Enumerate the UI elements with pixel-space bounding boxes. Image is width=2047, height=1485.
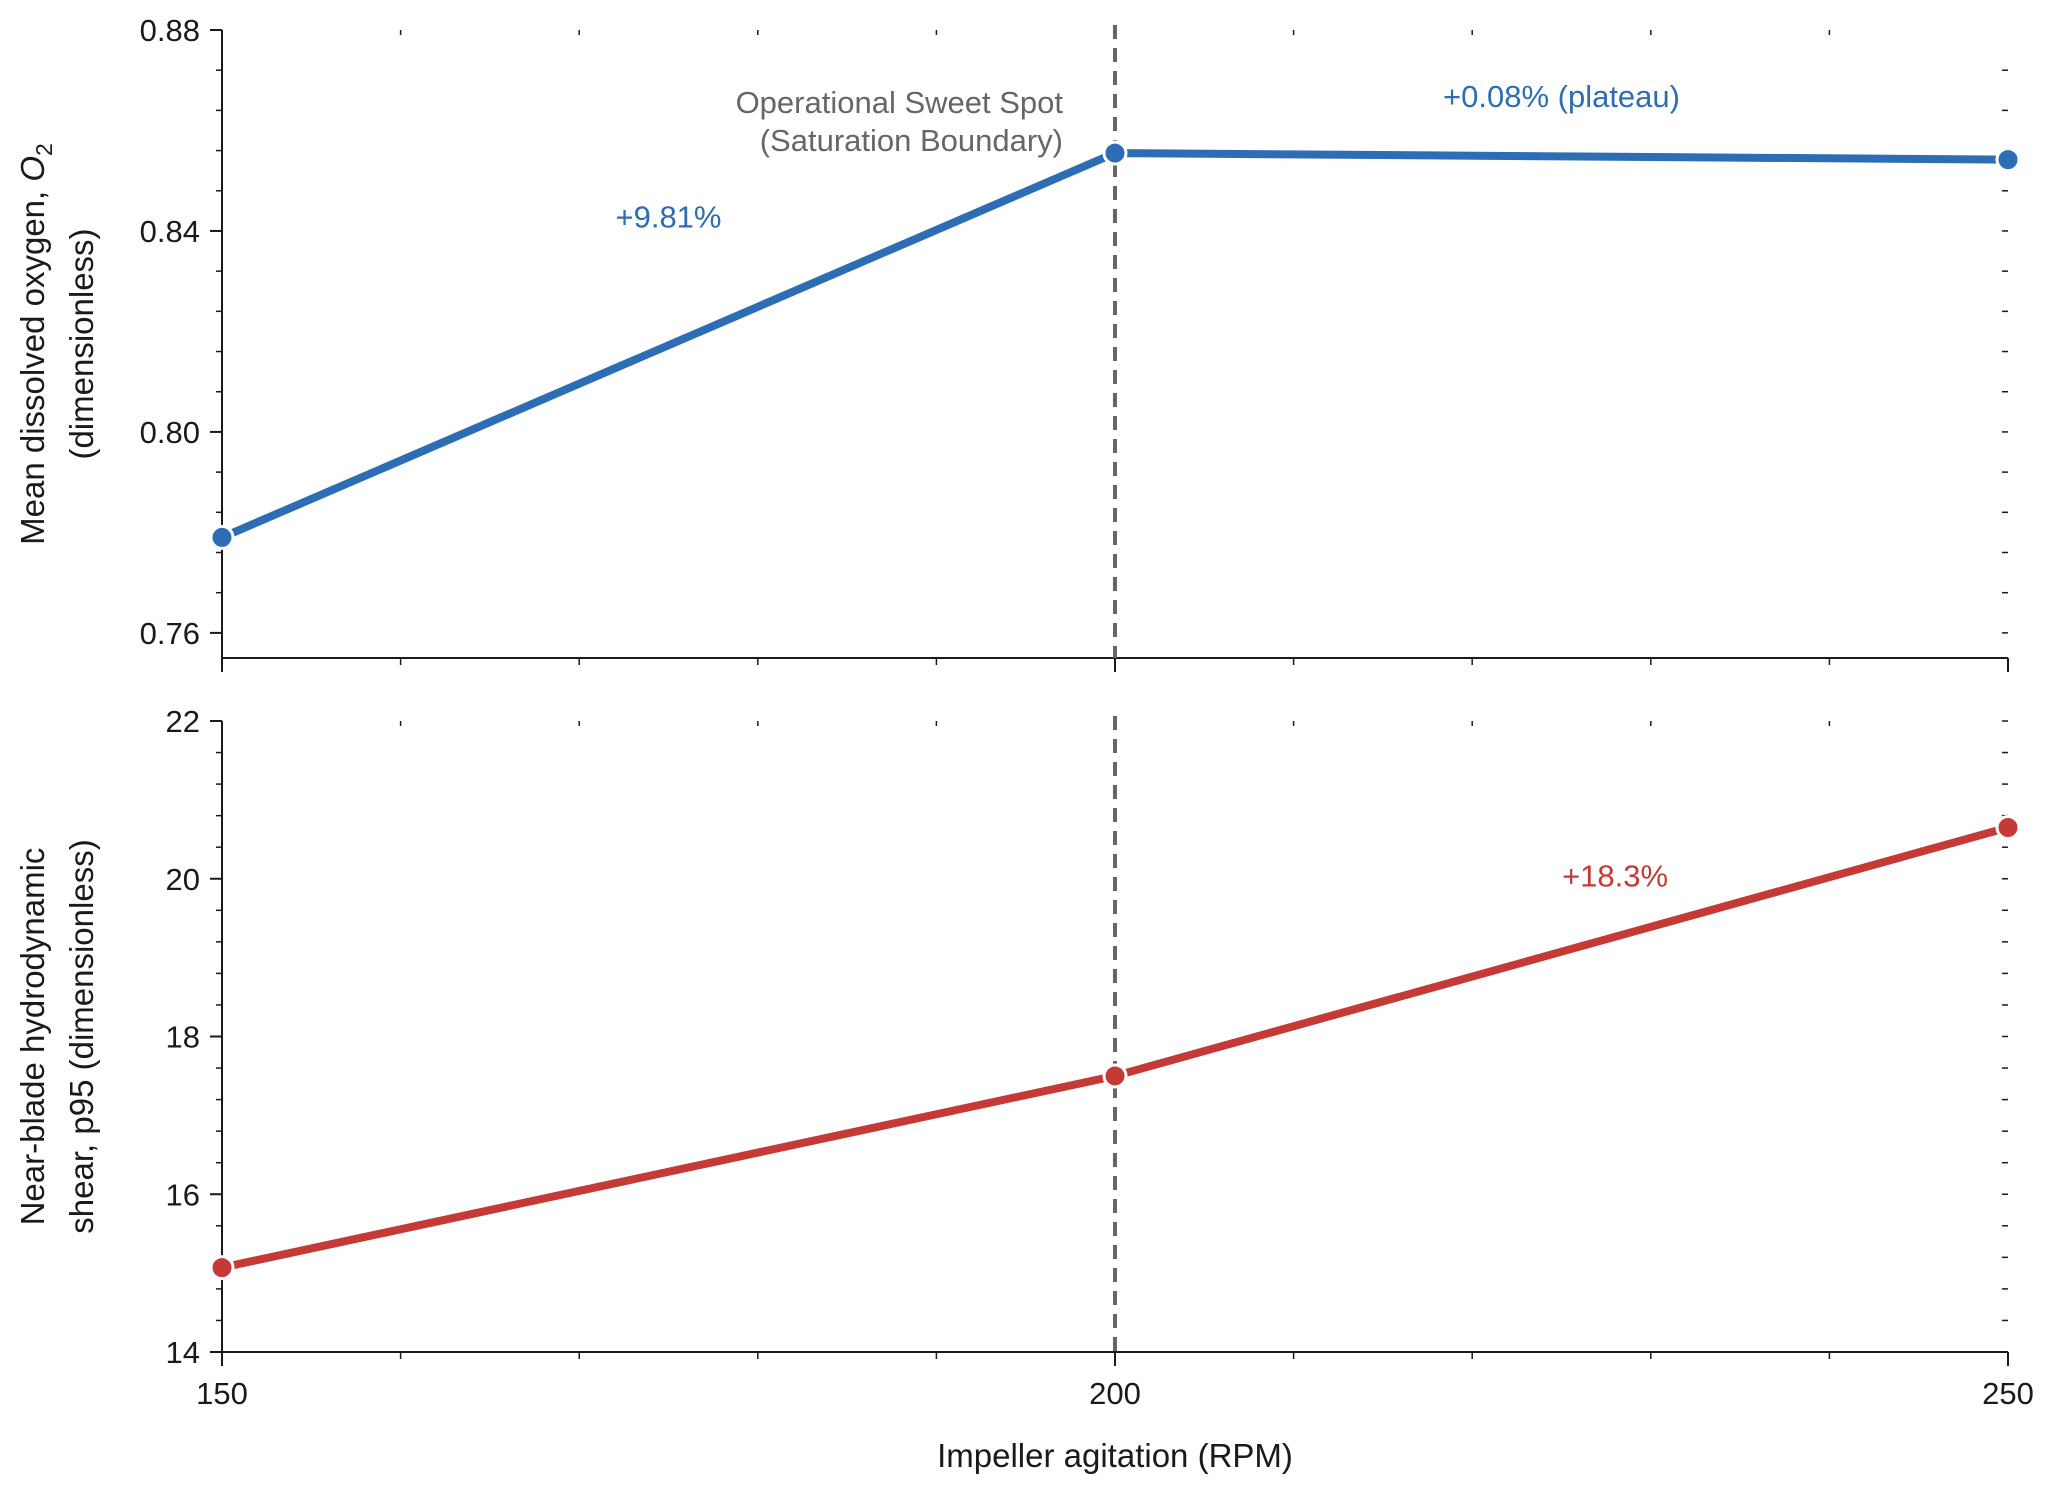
top-panel: 0.76 0.80 0.84 0.88 Operational Sweet Spot(S… [14, 13, 2021, 672]
top-y-tick-label: 0.88 [140, 13, 200, 48]
top-annotation: +9.81% [615, 199, 721, 234]
top-y-tick-label: 0.84 [140, 214, 200, 249]
bottom-data-point [1102, 1063, 1128, 1089]
bottom-x-tick-label: 200 [1089, 1376, 1141, 1411]
bottom-y-axis-title-line2: shear, p95 (dimensionless) [63, 839, 100, 1233]
reference-line-sublabel: (Saturation Boundary) [760, 123, 1063, 158]
top-data-point [1102, 140, 1128, 166]
bottom-y-tick-label: 18 [166, 1020, 200, 1055]
top-y-axis-title-line1: Mean dissolved oxygen, [14, 182, 51, 545]
bottom-panel: 14 16 18 20 22 150 200 250 +18.3% Near-blade hydr… [14, 704, 2034, 1411]
top-annotation-background [1413, 76, 1710, 115]
top-y-tick-label: 0.76 [140, 616, 200, 651]
bottom-y-axis-title-line1: Near-blade hydrodynamic [14, 848, 51, 1226]
bottom-x-tick-label: 250 [1982, 1376, 2034, 1411]
top-y-axis-title: Mean dissolved oxygen, O2 (dimensionless) [14, 143, 100, 545]
reference-line-label: Operational Sweet Spot [736, 85, 1064, 120]
oxygen-symbol: O [14, 156, 51, 182]
bottom-data-point [209, 1255, 235, 1281]
top-y-tick-label: 0.80 [140, 415, 200, 450]
bottom-annotation: +18.3% [1562, 859, 1668, 894]
top-annotation: +0.08% (plateau) [1443, 79, 1680, 114]
x-axis-title: Impeller agitation (RPM) [937, 1437, 1293, 1474]
bottom-data-point [1995, 814, 2021, 840]
top-annotation-background [608, 197, 729, 236]
bottom-annotation-background [1554, 856, 1676, 895]
bottom-y-axis-title: Near-blade hydrodynamic shear, p95 (dimen… [14, 839, 100, 1233]
top-data-point [1995, 147, 2021, 173]
bottom-y-tick-label: 14 [166, 1335, 200, 1370]
bottom-y-tick-label: 16 [166, 1177, 200, 1212]
top-y-axis-title-line2: (dimensionless) [63, 228, 100, 459]
bottom-y-tick-label: 20 [166, 862, 200, 897]
bottom-y-tick-label: 22 [166, 704, 200, 739]
oxygen-subscript: 2 [31, 143, 57, 156]
bottom-x-tick-label: 150 [196, 1376, 248, 1411]
top-data-point [209, 524, 235, 550]
